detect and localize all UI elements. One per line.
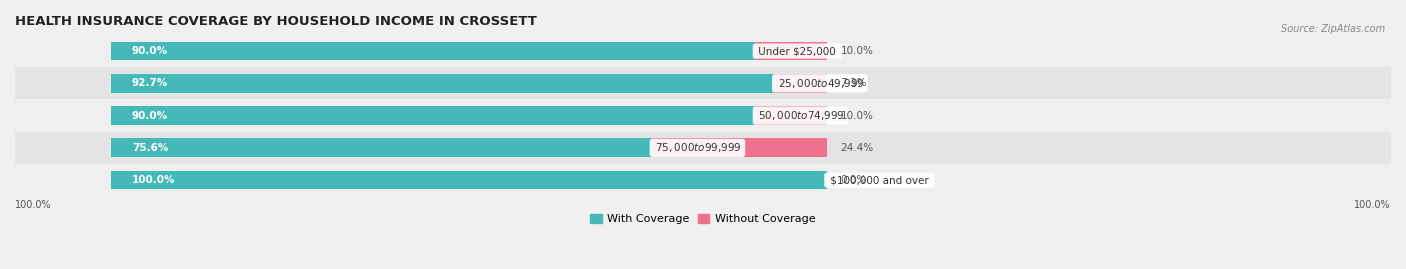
Bar (775, 74, 827, 93)
Text: 75.6%: 75.6% (132, 143, 169, 153)
Bar (111, 42, 755, 61)
Text: 10.0%: 10.0% (841, 46, 873, 56)
Text: 90.0%: 90.0% (132, 46, 169, 56)
Bar (15, 132, 1391, 164)
Legend: With Coverage, Without Coverage: With Coverage, Without Coverage (586, 209, 820, 228)
Bar (15, 67, 1391, 100)
Bar (111, 171, 827, 189)
Text: 100.0%: 100.0% (132, 175, 176, 185)
Bar (15, 35, 1391, 67)
Text: HEALTH INSURANCE COVERAGE BY HOUSEHOLD INCOME IN CROSSETT: HEALTH INSURANCE COVERAGE BY HOUSEHOLD I… (15, 15, 537, 28)
Text: $100,000 and over: $100,000 and over (827, 175, 932, 185)
Bar (15, 100, 1391, 132)
Bar (755, 106, 827, 125)
Text: 24.4%: 24.4% (841, 143, 873, 153)
Text: 10.0%: 10.0% (841, 111, 873, 121)
Text: Source: ZipAtlas.com: Source: ZipAtlas.com (1281, 24, 1385, 34)
Bar (755, 42, 827, 61)
Text: 90.0%: 90.0% (132, 111, 169, 121)
Text: $25,000 to $49,999: $25,000 to $49,999 (775, 77, 865, 90)
Text: $50,000 to $74,999: $50,000 to $74,999 (755, 109, 845, 122)
Bar (15, 164, 1391, 196)
Text: Under $25,000: Under $25,000 (755, 46, 839, 56)
Text: 7.3%: 7.3% (841, 78, 868, 88)
Text: 0.0%: 0.0% (841, 175, 868, 185)
Text: $75,000 to $99,999: $75,000 to $99,999 (652, 141, 742, 154)
Bar (111, 139, 652, 157)
Text: 100.0%: 100.0% (15, 200, 52, 210)
Bar (652, 139, 827, 157)
Bar (111, 106, 755, 125)
Text: 92.7%: 92.7% (132, 78, 169, 88)
Text: 100.0%: 100.0% (1354, 200, 1391, 210)
Bar (111, 74, 775, 93)
